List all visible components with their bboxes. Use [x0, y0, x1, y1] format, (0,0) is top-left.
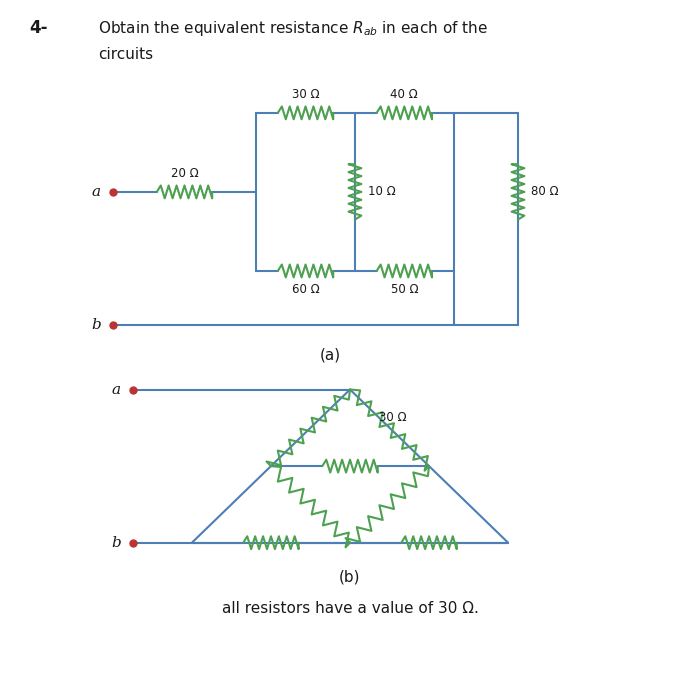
Text: b: b [91, 318, 101, 332]
Text: 30 Ω: 30 Ω [379, 411, 407, 424]
Text: all resistors have a value of 30 Ω.: all resistors have a value of 30 Ω. [222, 601, 478, 617]
Text: 20 Ω: 20 Ω [171, 167, 198, 180]
Text: 10 Ω: 10 Ω [368, 186, 395, 198]
Text: Obtain the equivalent resistance $R_{ab}$ in each of the: Obtain the equivalent resistance $R_{ab}… [98, 19, 488, 38]
Text: 30 Ω: 30 Ω [292, 88, 319, 101]
Text: a: a [92, 185, 101, 199]
Text: 50 Ω: 50 Ω [391, 283, 418, 296]
Text: 40 Ω: 40 Ω [391, 88, 418, 101]
Text: 4-: 4- [29, 19, 48, 37]
Text: (a): (a) [320, 347, 341, 363]
Text: 80 Ω: 80 Ω [531, 186, 559, 198]
Text: a: a [111, 382, 121, 396]
Text: 60 Ω: 60 Ω [292, 283, 319, 296]
Text: b: b [111, 536, 121, 550]
Text: circuits: circuits [98, 47, 153, 62]
Text: (b): (b) [340, 570, 360, 584]
